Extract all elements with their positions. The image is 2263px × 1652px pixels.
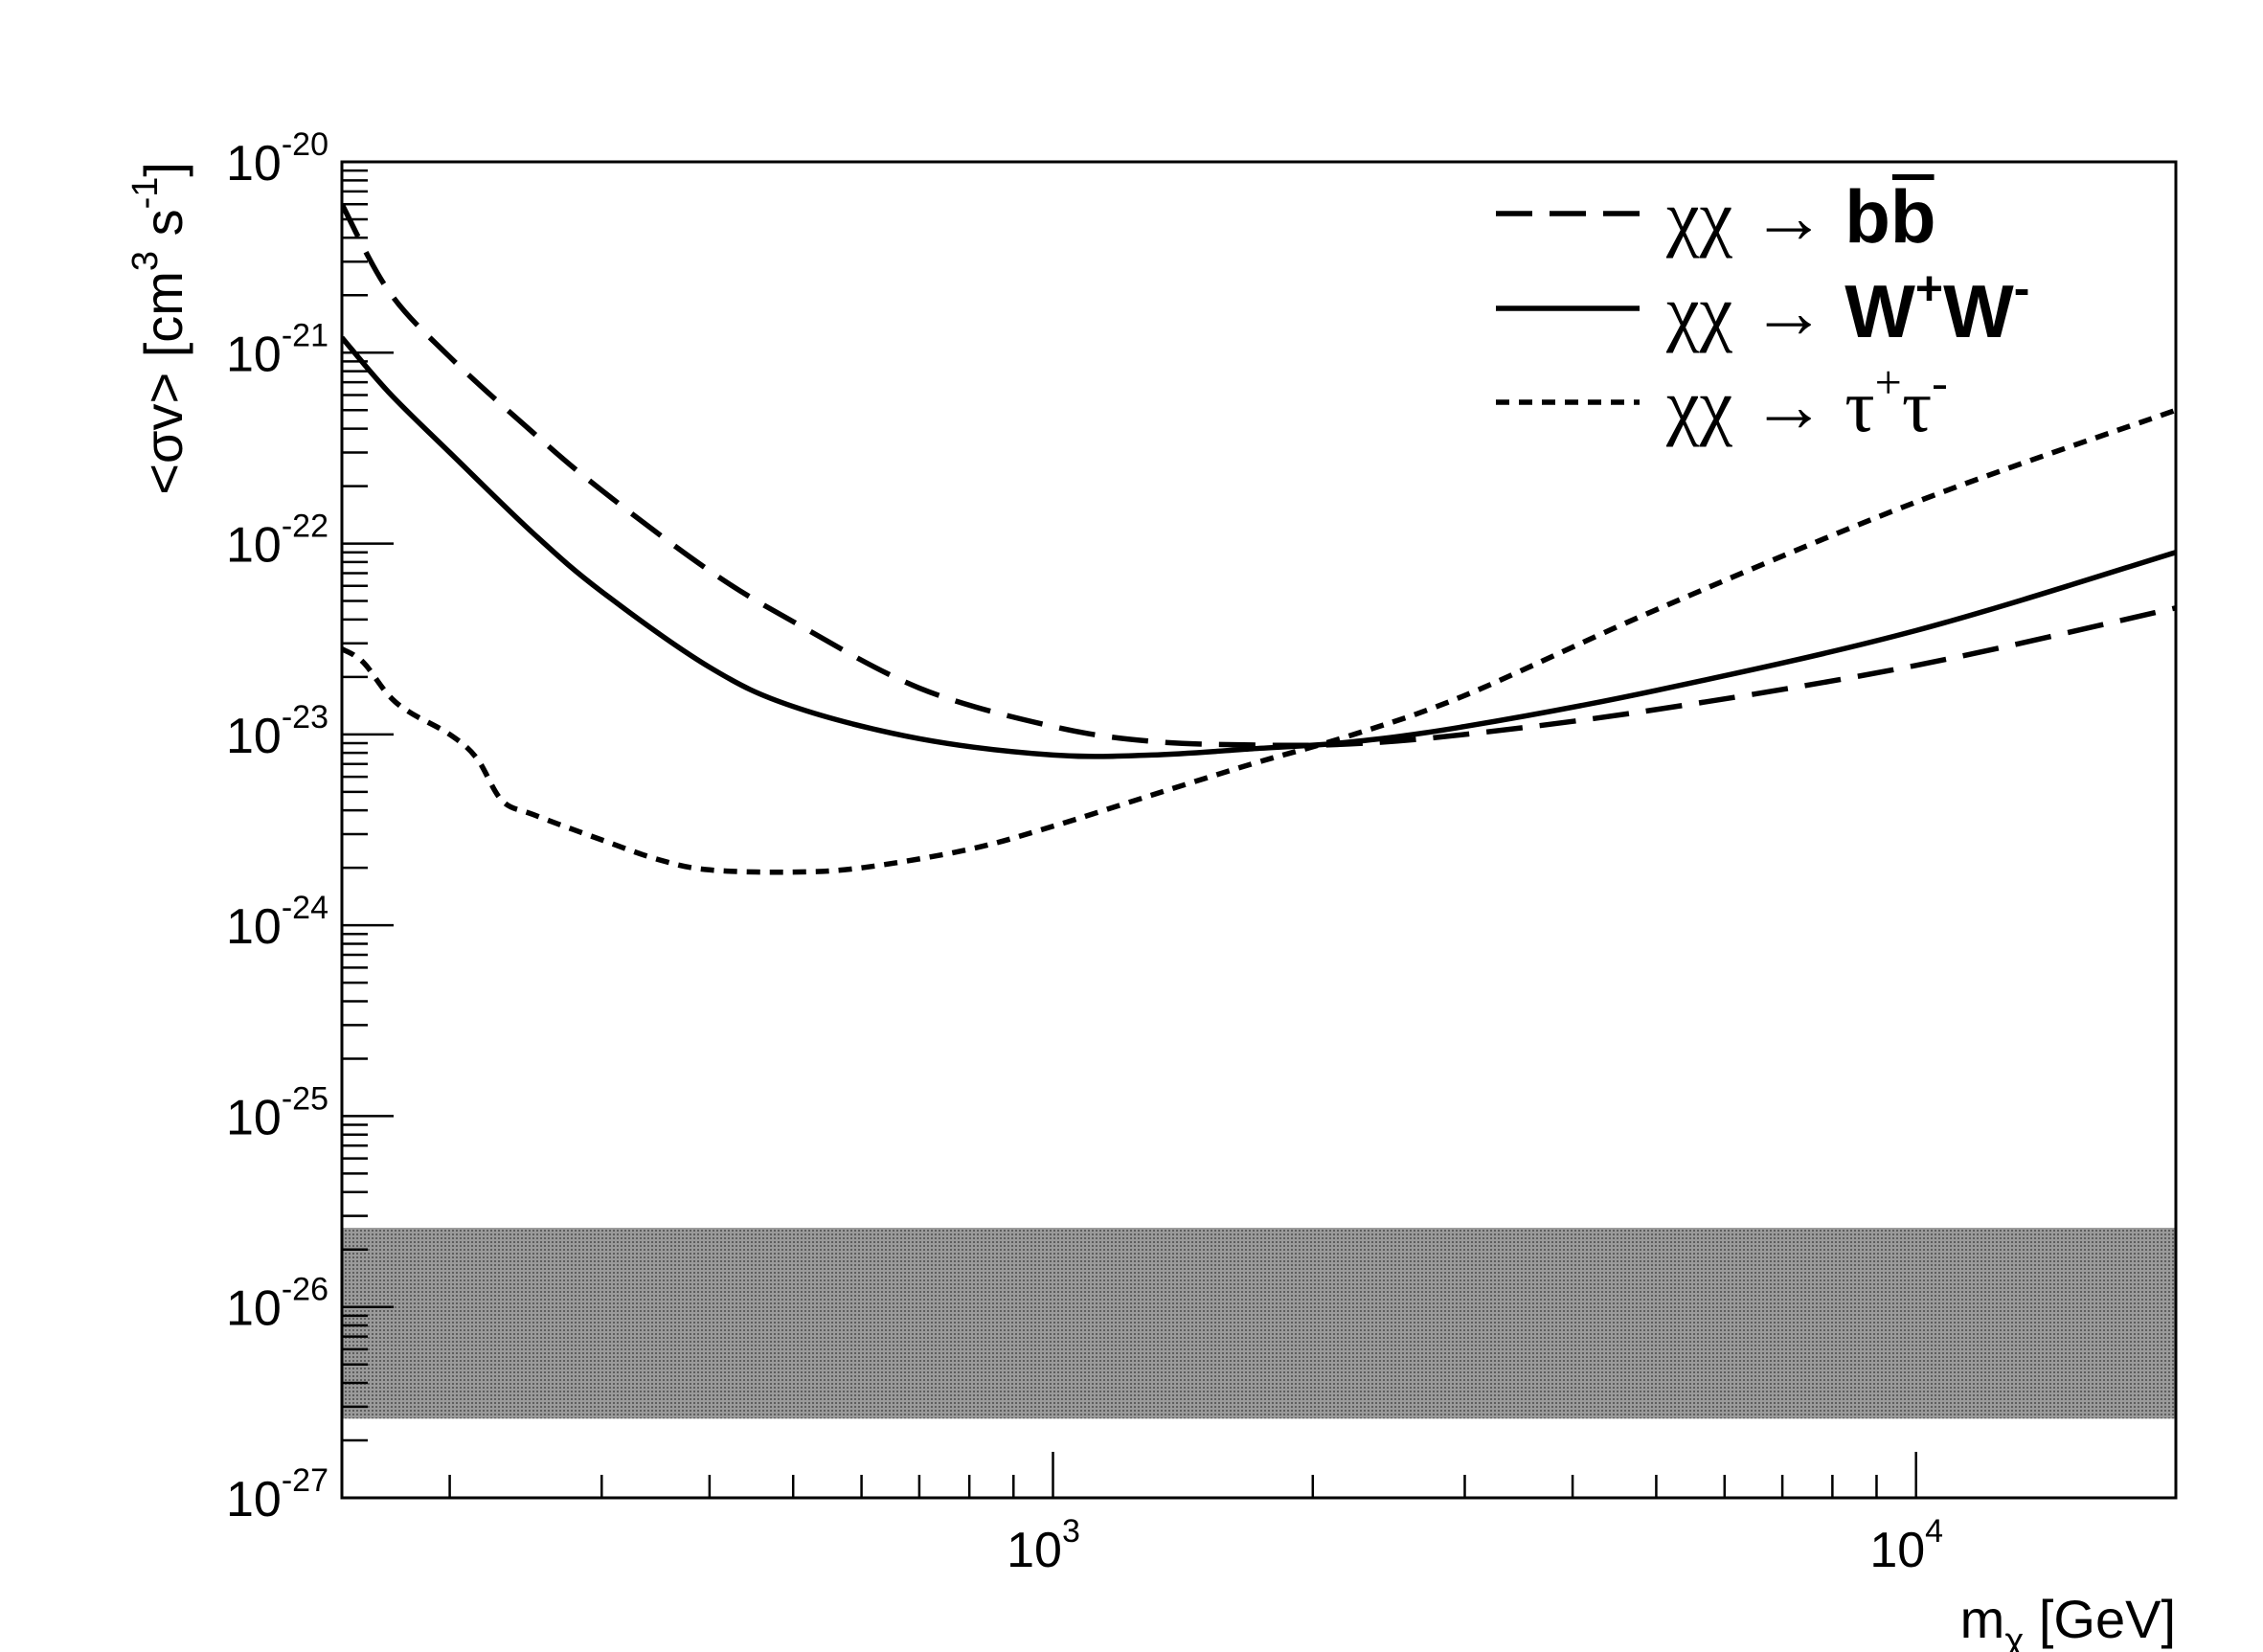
x-axis-title: mχ [GeV]: [1960, 1589, 2176, 1652]
x-tick-label: 104: [1869, 1513, 1943, 1578]
y-axis-title-close: ]: [133, 162, 193, 177]
y-axis-title-main: <σv> [cm: [133, 271, 193, 495]
y-tick-label: 10-20: [226, 126, 328, 192]
legend-prefix: χχ →: [1665, 175, 1844, 259]
y-tick-exponent: -27: [282, 1462, 328, 1499]
series-line-0: [342, 202, 2176, 749]
y-tick-label: 10-27: [226, 1462, 328, 1528]
legend-particle: b: [1844, 174, 1890, 259]
y-tick-exponent: -21: [282, 317, 328, 353]
legend-label-1: χχ → W+W-: [1665, 261, 2029, 353]
plot-frame: [340, 160, 2178, 1500]
legend-sup: -: [1932, 355, 1948, 409]
y-tick-label: 10-25: [226, 1080, 328, 1145]
axes-layer: 10-2010-2110-2210-2310-2410-2510-2610-27…: [125, 126, 2178, 1652]
legend-label-0: χχ → bb: [1665, 174, 1936, 259]
y-tick-exponent: -20: [282, 126, 328, 163]
y-tick-base: 10: [226, 518, 282, 574]
y-tick-base: 10: [226, 136, 282, 192]
x-axis-title-unit: [GeV]: [2024, 1589, 2176, 1649]
y-tick-label: 10-23: [226, 699, 328, 764]
y-tick-exponent: -26: [282, 1272, 328, 1308]
legend-particle: τ: [1902, 364, 1932, 447]
legend-particle: W: [1943, 269, 2014, 353]
y-tick-exponent: -22: [282, 509, 328, 545]
legend-prefix: χχ →: [1665, 364, 1844, 447]
x-tick-exponent: 4: [1925, 1513, 1943, 1550]
x-tick-exponent: 3: [1062, 1513, 1080, 1550]
y-tick-exponent: -24: [282, 890, 328, 926]
series-line-2: [342, 407, 2176, 875]
y-tick-label: 10-21: [226, 317, 328, 382]
legend-label-2: χχ → τ+τ-: [1665, 355, 1948, 447]
thermal-relic-band: [342, 1228, 2176, 1419]
y-tick-exponent: -25: [282, 1080, 328, 1117]
x-tick-base: 10: [1869, 1523, 1925, 1578]
legend-particle: τ: [1844, 364, 1874, 447]
x-tick-base: 10: [1007, 1523, 1062, 1578]
y-tick-base: 10: [226, 1472, 282, 1528]
y-tick-base: 10: [226, 899, 282, 955]
y-axis-title-sup: -1: [125, 177, 166, 210]
y-axis-title-mid: s: [133, 209, 193, 251]
y-axis-title-sup: 3: [125, 251, 166, 271]
series-layer: [342, 202, 2176, 875]
y-tick-base: 10: [226, 327, 282, 382]
y-tick-label: 10-24: [226, 890, 328, 955]
y-axis-title: <σv> [cm3 s-1]: [125, 162, 193, 495]
x-axis-title-main: m: [1960, 1589, 2005, 1649]
y-tick-exponent: -23: [282, 699, 328, 735]
legend-particle: W: [1844, 269, 1915, 353]
x-tick-label: 103: [1007, 1513, 1080, 1578]
y-tick-label: 10-22: [226, 509, 328, 574]
band-layer: [342, 1228, 2176, 1419]
y-tick-base: 10: [226, 709, 282, 764]
legend-sup: -: [2014, 261, 2030, 315]
legend-sup: +: [1915, 261, 1943, 315]
x-axis-title-subscript: χ: [2004, 1621, 2024, 1652]
legend-prefix: χχ →: [1665, 270, 1844, 353]
legend-sup: +: [1875, 355, 1902, 409]
y-tick-label: 10-26: [226, 1272, 328, 1337]
y-tick-base: 10: [226, 1281, 282, 1337]
series-line-1: [342, 335, 2176, 759]
legend-particle: b: [1890, 174, 1936, 259]
y-tick-base: 10: [226, 1090, 282, 1145]
